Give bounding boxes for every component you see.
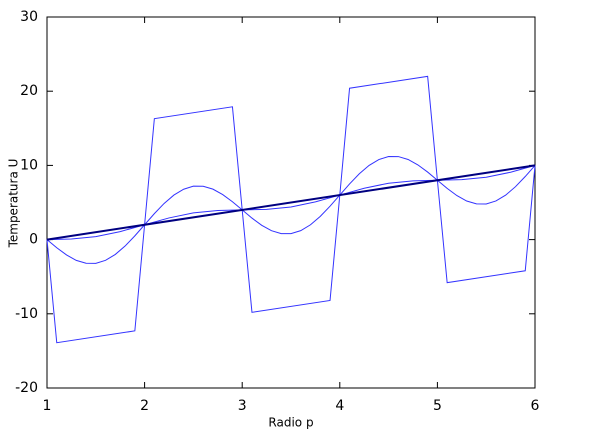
y-tick-label: 0 bbox=[29, 232, 38, 248]
x-tick-label: 1 bbox=[43, 398, 52, 414]
data-line bbox=[46, 155, 536, 264]
data-line bbox=[46, 164, 536, 241]
y-axis-label: Temperatura U bbox=[7, 159, 21, 249]
y-tick-label: -20 bbox=[15, 380, 38, 396]
x-tick-label: 5 bbox=[433, 398, 442, 414]
y-tick-label: -10 bbox=[15, 306, 38, 322]
x-axis-label: Radio p bbox=[268, 416, 313, 430]
x-tick-label: 4 bbox=[335, 398, 344, 414]
y-tick-label: 30 bbox=[20, 9, 38, 25]
data-line bbox=[46, 164, 536, 241]
x-tick-label: 3 bbox=[238, 398, 247, 414]
data-line bbox=[46, 75, 536, 344]
y-tick-label: 10 bbox=[20, 157, 38, 173]
plot-frame bbox=[46, 16, 536, 389]
x-tick-label: 6 bbox=[531, 398, 540, 414]
x-tick-label: 2 bbox=[140, 398, 149, 414]
y-tick-label: 20 bbox=[20, 83, 38, 99]
